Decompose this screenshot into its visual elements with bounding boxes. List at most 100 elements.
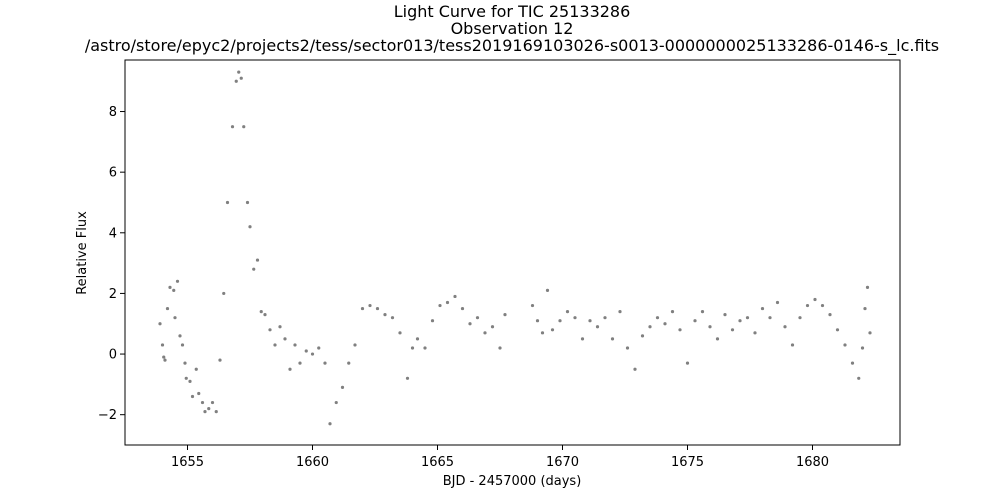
y-tick-label: 6	[109, 166, 117, 181]
data-point	[438, 303, 442, 308]
data-point	[723, 313, 727, 317]
data-point	[178, 334, 182, 338]
y-tick-label: 0	[109, 348, 117, 363]
data-point	[383, 313, 387, 317]
data-point	[197, 391, 201, 396]
data-point	[293, 343, 297, 347]
data-point	[259, 310, 263, 314]
y-axis: −2 0 2 4 6 8	[98, 105, 125, 423]
x-tick-label: 1680	[796, 455, 829, 470]
data-point	[715, 337, 720, 341]
data-point	[850, 361, 855, 365]
data-point	[430, 319, 435, 323]
data-point	[278, 325, 282, 329]
y-tick-label: 8	[109, 105, 117, 120]
data-point	[610, 337, 615, 341]
data-point	[214, 410, 218, 414]
data-point	[483, 331, 487, 335]
data-point	[540, 331, 545, 335]
data-point	[230, 125, 235, 129]
x-tick-label: 1665	[421, 455, 454, 470]
data-point	[415, 337, 420, 341]
data-point	[163, 358, 167, 362]
data-point	[445, 300, 450, 305]
data-point	[775, 300, 780, 305]
data-point	[453, 294, 457, 299]
data-point	[843, 343, 847, 347]
data-point	[745, 316, 750, 320]
data-point	[790, 343, 795, 347]
data-point	[158, 322, 162, 326]
data-points	[158, 70, 872, 426]
data-point	[323, 361, 327, 365]
y-tick-label: −2	[98, 408, 117, 423]
x-axis-label: BJD - 2457000 (days)	[443, 474, 582, 489]
data-point	[868, 331, 872, 335]
data-point	[573, 316, 577, 320]
x-tick-label: 1670	[546, 455, 579, 470]
data-point	[708, 325, 712, 329]
x-tick-label: 1675	[671, 455, 704, 470]
data-point	[625, 346, 630, 350]
data-point	[375, 306, 380, 311]
data-point	[835, 328, 840, 332]
data-point	[283, 337, 287, 341]
data-point	[640, 334, 645, 338]
data-point	[218, 358, 222, 362]
y-tick-label: 2	[109, 287, 117, 302]
data-point	[550, 328, 555, 332]
data-point	[460, 306, 465, 311]
data-point	[530, 303, 535, 308]
data-point	[545, 288, 550, 292]
data-point	[468, 322, 472, 326]
data-point	[328, 422, 332, 426]
data-point	[655, 316, 660, 320]
data-point	[498, 346, 502, 350]
data-point	[360, 306, 365, 311]
data-point	[172, 288, 176, 292]
data-point	[183, 361, 187, 365]
data-point	[268, 328, 272, 332]
data-point	[222, 291, 226, 296]
data-point	[685, 361, 690, 365]
data-point	[237, 70, 241, 74]
data-point	[353, 343, 357, 347]
data-point	[490, 325, 495, 329]
data-point	[670, 310, 675, 314]
data-point	[595, 325, 600, 329]
data-point	[475, 316, 480, 320]
data-point	[390, 316, 395, 320]
title-line-2: Observation 12	[451, 19, 574, 38]
data-point	[190, 394, 195, 399]
data-point	[865, 285, 870, 289]
data-point	[565, 310, 570, 314]
data-point	[503, 313, 507, 317]
data-point	[347, 361, 351, 365]
data-point	[184, 376, 188, 380]
data-point	[535, 319, 540, 323]
data-point	[857, 376, 861, 380]
data-point	[173, 316, 177, 320]
data-point	[588, 319, 592, 323]
data-point	[423, 346, 427, 350]
data-point	[863, 306, 867, 311]
data-point	[273, 343, 277, 347]
data-point	[398, 331, 402, 335]
data-point	[188, 379, 192, 383]
data-point	[558, 319, 562, 323]
title-line-1: Light Curve for TIC 25133286	[394, 2, 631, 21]
chart-title: Light Curve for TIC 25133286 Observation…	[85, 2, 939, 56]
data-point	[245, 200, 250, 205]
data-point	[860, 346, 865, 350]
data-point	[288, 367, 292, 371]
data-point	[693, 319, 697, 323]
x-axis: 1655 1660 1665 1670 1675 1680	[171, 445, 829, 470]
data-point	[242, 125, 246, 129]
data-point	[828, 313, 832, 317]
data-point	[298, 361, 302, 365]
data-point	[239, 76, 243, 80]
data-point	[304, 349, 308, 353]
data-point	[648, 325, 652, 329]
